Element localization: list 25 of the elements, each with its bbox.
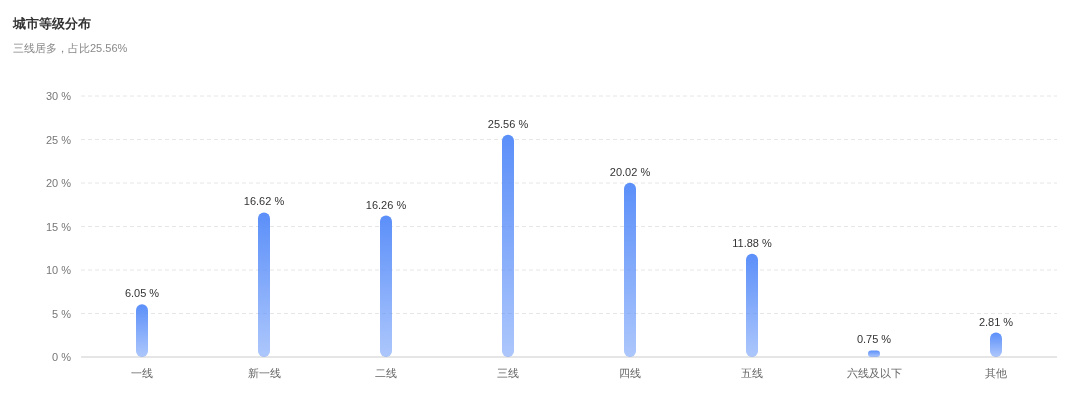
x-tick-label: 新一线	[247, 367, 281, 379]
chart-title: 城市等级分布	[12, 16, 91, 31]
y-tick-label: 0 %	[52, 351, 72, 363]
x-tick-label: 一线	[131, 367, 153, 379]
x-tick-label: 六线及以下	[846, 367, 902, 379]
data-label: 6.05 %	[124, 287, 160, 300]
y-tick-label: 25 %	[45, 133, 72, 146]
y-tick-label: 10 %	[45, 264, 72, 276]
data-label: 2.81 %	[978, 315, 1014, 328]
x-tick-label: 其他	[985, 367, 1007, 379]
data-label: 11.88 %	[732, 236, 772, 249]
data-label: 0.75 %	[856, 333, 892, 346]
y-tick-label: 30 %	[45, 90, 72, 102]
x-tick-label: 二线	[375, 367, 397, 379]
y-tick-label: 15 %	[45, 220, 72, 233]
data-label: 16.62 %	[243, 195, 285, 208]
data-label: 16.26 %	[365, 198, 407, 211]
x-tick-label: 五线	[741, 367, 763, 379]
x-tick-label: 四线	[619, 367, 641, 379]
data-label: 25.56 %	[487, 117, 529, 130]
y-tick-label: 5 %	[52, 307, 72, 320]
data-label: 20.02 %	[609, 165, 651, 178]
y-tick-label: 20 %	[45, 177, 72, 189]
chart-subtitle: 三线居多，占比25.56%	[13, 42, 128, 54]
x-tick-label: 三线	[497, 367, 519, 379]
